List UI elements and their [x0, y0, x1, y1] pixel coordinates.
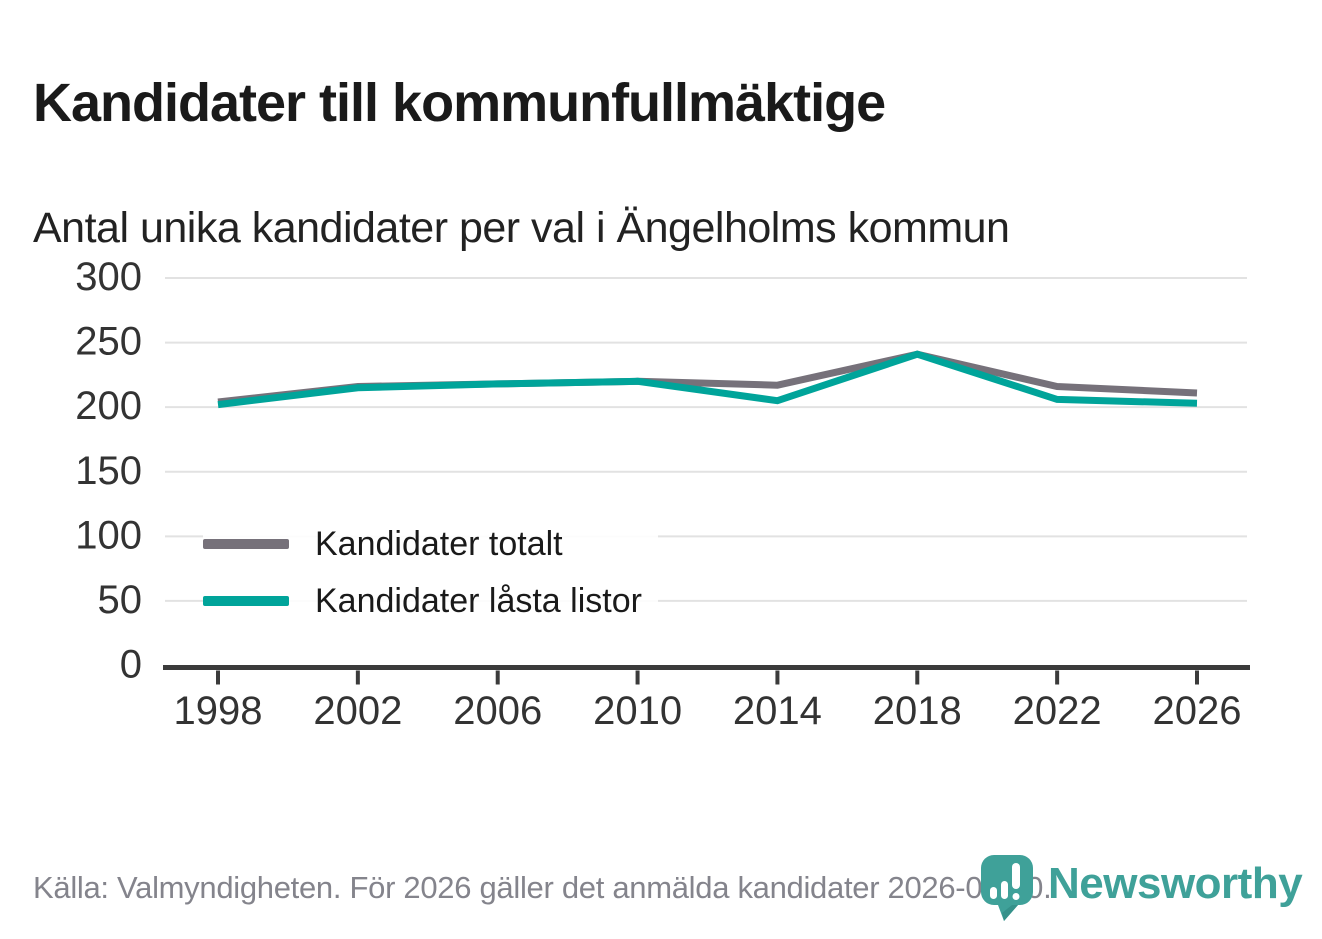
x-tick-label-2006: 2006: [453, 689, 542, 733]
y-tick-label-300: 300: [75, 255, 142, 299]
x-tick-label-1998: 1998: [174, 689, 263, 733]
legend-item-locked: Kandidater låsta listor: [203, 579, 658, 623]
source-note: Källa: Valmyndigheten. För 2026 gäller d…: [33, 870, 1052, 905]
y-tick-label-50: 50: [98, 578, 143, 622]
chart-legend: Kandidater totalt Kandidater låsta listo…: [203, 522, 658, 623]
y-tick-label-200: 200: [75, 384, 142, 428]
y-tick-label-100: 100: [75, 513, 142, 557]
series-line-locked: [217, 350, 1198, 409]
y-tick-label-250: 250: [75, 320, 142, 364]
x-tick-label-2014: 2014: [733, 689, 822, 733]
legend-swatch-total: [203, 539, 289, 549]
x-tick-label-2022: 2022: [1013, 689, 1102, 733]
x-tick-label-2002: 2002: [313, 689, 402, 733]
newsworthy-logo: Newsworthy: [978, 843, 1322, 933]
legend-swatch-locked: [203, 596, 289, 606]
line-chart: 0 50 100 150 200 250 300 1998 2002 2006 2010 2014 20…: [75, 255, 1250, 733]
x-tick-label-2026: 2026: [1153, 689, 1242, 733]
page-title: Kandidater till kommunfullmäktige: [33, 73, 886, 134]
legend-item-total: Kandidater totalt: [203, 522, 658, 566]
legend-label-locked: Kandidater låsta listor: [315, 581, 642, 620]
legend-label-total: Kandidater totalt: [315, 524, 563, 563]
newsworthy-pin-icon: [981, 855, 1033, 921]
page-subtitle: Antal unika kandidater per val i Ängelho…: [33, 203, 1010, 252]
y-tick-label-0: 0: [120, 643, 142, 687]
x-tick-label-2010: 2010: [593, 689, 682, 733]
y-tick-label-150: 150: [75, 449, 142, 493]
x-tick-label-2018: 2018: [873, 689, 962, 733]
newsworthy-wordmark: Newsworthy: [1048, 859, 1303, 908]
